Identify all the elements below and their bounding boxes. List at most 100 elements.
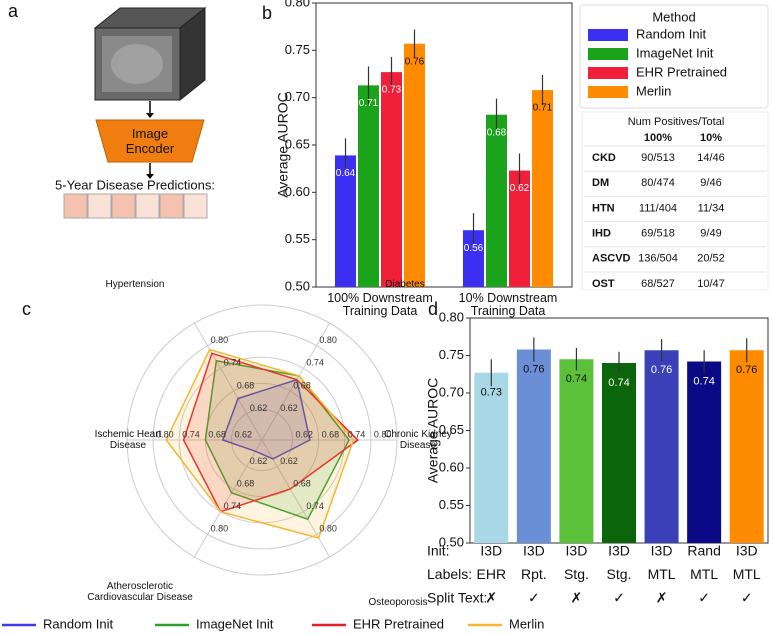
- legend-label: ImageNet Init: [636, 45, 714, 60]
- value-label: 0.76: [523, 363, 544, 375]
- legend-swatch: [588, 48, 628, 60]
- table-cell: 14/46: [697, 152, 725, 164]
- x-tick-label-box: 10% Downstream Training Data: [459, 292, 558, 318]
- row-cell: ✓: [613, 590, 625, 606]
- caption: 5-Year Disease Predictions:: [55, 177, 215, 192]
- bar: [486, 114, 507, 287]
- table-cell: 136/504: [638, 253, 678, 265]
- r-tick-label: 0.80: [211, 524, 229, 534]
- y-tick-label: 0.50: [439, 534, 464, 549]
- table-cell: 111/404: [639, 202, 677, 214]
- panel-letter: a: [8, 1, 19, 21]
- row-cell: MTL: [648, 566, 676, 582]
- table-header: 100%: [644, 132, 672, 144]
- table-cell: 9/49: [700, 228, 721, 240]
- table-cell: OST: [592, 278, 615, 290]
- r-tick-label: 0.74: [224, 501, 242, 511]
- value-label: 0.56: [464, 243, 484, 254]
- value-label: 0.76: [651, 364, 672, 376]
- y-tick-label: 0.60: [439, 459, 464, 474]
- r-tick-label: 0.62: [250, 456, 268, 466]
- y-axis-label: Average AUROC: [275, 92, 291, 198]
- bar: [335, 155, 356, 287]
- spoke: [194, 439, 263, 558]
- row-cell: EHR: [477, 566, 507, 582]
- value-label: 0.73: [481, 387, 502, 399]
- bar: [358, 85, 379, 287]
- r-tick-label: 0.68: [322, 429, 340, 439]
- row-cell: I3D: [608, 543, 630, 559]
- y-tick-label: 0.50: [285, 278, 310, 293]
- bar: [509, 170, 530, 287]
- r-tick-label: 0.80: [319, 335, 337, 345]
- bar: [559, 359, 594, 543]
- y-tick-label: 0.75: [285, 42, 310, 57]
- row-cell: I3D: [736, 543, 758, 559]
- row-label: Split Text:: [427, 590, 487, 606]
- radar-area: [165, 348, 355, 540]
- legend-label: EHR Pretrained: [636, 64, 727, 79]
- legend-label: Merlin: [636, 83, 671, 98]
- r-tick-label: 0.74: [306, 358, 324, 368]
- bar: [381, 72, 402, 288]
- category-label: Ischemic Heart Disease: [94, 429, 162, 451]
- r-tick-label: 0.62: [250, 403, 268, 413]
- value-label: 0.62: [510, 183, 530, 194]
- row-cell: MTL: [690, 566, 718, 582]
- category-label-box: Atherosclerotic Cardiovascular Disease: [87, 581, 193, 603]
- category-label-box: Diabetes: [385, 278, 425, 290]
- y-tick-label: 0.55: [439, 497, 464, 512]
- r-tick-label: 0.68: [237, 478, 255, 488]
- r-tick-label: 0.62: [295, 429, 313, 439]
- bar: [602, 363, 636, 543]
- y-tick-label: 0.70: [285, 89, 310, 104]
- row-cell: Stg.: [607, 566, 632, 582]
- y-tick-label: 0.65: [439, 422, 464, 437]
- y-tick-label: 0.80: [439, 309, 464, 324]
- legend-label: Random Init: [43, 616, 113, 631]
- category-label: Diabetes: [385, 278, 425, 290]
- legend-label: ImageNet Init: [196, 616, 274, 631]
- legend-swatch: [588, 86, 628, 98]
- row-cell: Rpt.: [521, 566, 547, 582]
- y-tick-label: 0.75: [439, 347, 464, 362]
- r-tick-label: 0.68: [293, 380, 311, 390]
- panel-letter: c: [22, 299, 31, 319]
- bar: [516, 349, 551, 543]
- value-label: 0.76: [736, 364, 757, 376]
- y-tick-label: 0.55: [285, 231, 310, 246]
- row-cell: ✗: [485, 590, 497, 606]
- encoder-label-box: Image Encoder: [126, 126, 174, 156]
- x-tick-label: 100% Downstream Training Data: [327, 291, 433, 318]
- table-cell: 11/34: [698, 202, 725, 214]
- category-label-box: Ischemic Heart Disease: [94, 429, 162, 451]
- value-label: 0.68: [487, 127, 507, 138]
- y-tick-label: 0.65: [285, 136, 310, 151]
- y-tick-label: 0.70: [439, 384, 464, 399]
- r-tick-label: 0.62: [235, 429, 253, 439]
- table-cell: DM: [592, 177, 609, 189]
- r-tick-label: 0.62: [280, 456, 298, 466]
- row-cell: ✓: [528, 590, 540, 606]
- bar: [729, 350, 764, 543]
- r-tick-label: 0.74: [224, 358, 242, 368]
- y-axis-label: Average AUROC: [425, 378, 441, 484]
- r-tick-label: 0.74: [182, 429, 200, 439]
- bar: [463, 230, 484, 287]
- bar: [532, 90, 553, 288]
- value-label: 0.74: [566, 373, 587, 385]
- r-tick-label: 0.80: [156, 429, 174, 439]
- legend-label: Random Init: [636, 26, 706, 41]
- r-tick-label: 0.68: [208, 429, 226, 439]
- table-cell: CKD: [592, 152, 616, 164]
- spoke: [261, 322, 330, 441]
- category-label-box: Hypertension: [105, 278, 165, 290]
- category-label: Hypertension: [105, 278, 165, 290]
- row-label: Init:: [427, 543, 450, 559]
- row-cell: I3D: [480, 543, 502, 559]
- spoke: [194, 322, 263, 441]
- r-tick-label: 0.68: [237, 380, 255, 390]
- value-label: 0.71: [359, 98, 379, 109]
- table-cell: 80/474: [641, 177, 675, 189]
